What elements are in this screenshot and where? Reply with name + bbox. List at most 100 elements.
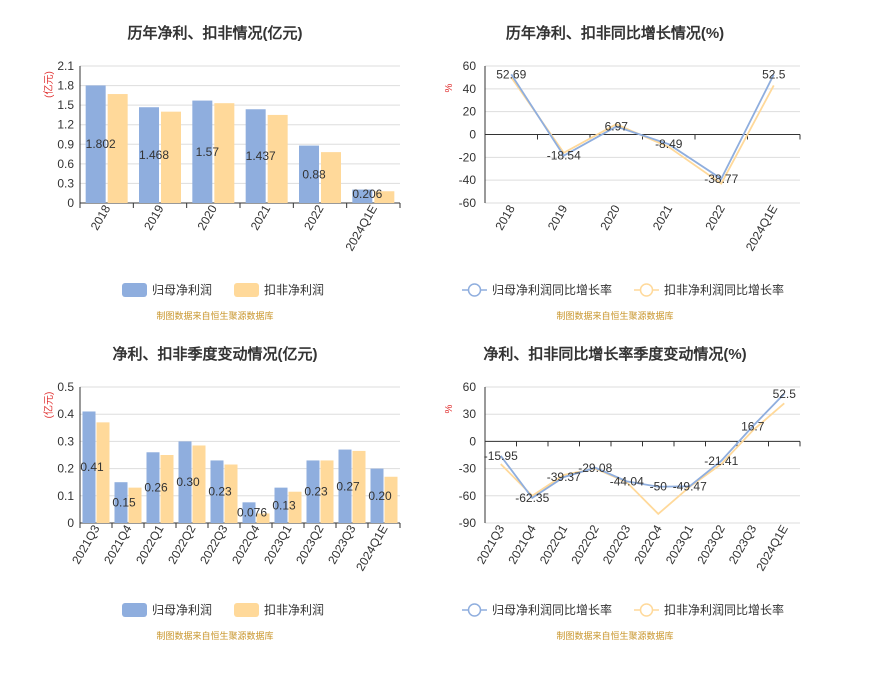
bar-deducted-net-profit: [160, 455, 174, 523]
chart-title: 净利、扣非季度变动情况(亿元): [113, 345, 318, 363]
bar-parent-net-profit: [82, 411, 96, 523]
x-tick-label: 2024Q1E: [353, 523, 390, 574]
x-tick-label: 2023Q3: [325, 522, 359, 566]
x-tick-label: 2024Q1E: [743, 203, 780, 254]
x-tick-label: 2018: [492, 202, 518, 232]
bar-deducted-net-profit: [352, 450, 366, 523]
x-tick-label: 2024Q1E: [753, 523, 790, 574]
chart-title: 历年净利、扣非同比增长情况(%): [506, 24, 724, 42]
data-label: -39.37: [547, 470, 581, 484]
data-label: 0.20: [368, 489, 392, 503]
bar-deducted-net-profit: [224, 464, 238, 523]
x-tick-label: 2020: [194, 202, 220, 232]
y-tick-label: 2.1: [57, 59, 74, 73]
chart-title: 历年净利、扣非情况(亿元): [128, 24, 303, 42]
x-tick-label: 2019: [141, 202, 167, 232]
x-tick-label: 2022Q3: [600, 522, 634, 566]
y-tick-label: 40: [463, 82, 477, 96]
y-tick-label: -90: [459, 516, 477, 530]
x-tick-label: 2022Q3: [197, 522, 231, 566]
legend[interactable]: 归母净利润 扣非净利润: [122, 603, 324, 617]
bar-parent-net-profit: [370, 468, 384, 523]
chart-panel-2: 历年净利、扣非同比增长情况(%) -60 -40 -20 0 20 40 60% 2018 201…: [444, 24, 801, 321]
y-tick-label: 0.9: [57, 137, 74, 151]
x-tick-label: 2021: [650, 202, 676, 232]
data-label: -44.04: [610, 474, 644, 488]
data-label: 1.437: [246, 149, 276, 163]
legend-swatch: [122, 283, 147, 297]
y-tick-label: -60: [459, 196, 477, 210]
data-label: -18.54: [547, 149, 581, 163]
data-label: -15.95: [484, 449, 518, 463]
source-note: 制图数据来自恒生聚源数据库: [156, 630, 273, 641]
series-line-2: [500, 402, 785, 516]
data-label: 52.5: [762, 68, 786, 82]
x-tick-label: 2024Q1E: [342, 203, 379, 254]
bar-parent-net-profit: [146, 452, 160, 523]
legend[interactable]: 归母净利润同比增长率 扣非净利润同比增长率: [462, 282, 784, 297]
data-label: 6.97: [605, 120, 629, 134]
legend[interactable]: 归母净利润 扣非净利润: [122, 283, 324, 297]
bar-parent-net-profit: [352, 189, 373, 203]
data-label: 0.13: [272, 498, 296, 512]
y-tick-label: -20: [459, 150, 477, 164]
bar-deducted-net-profit: [107, 94, 128, 203]
bar-parent-net-profit: [85, 85, 106, 203]
data-label: -29.08: [578, 461, 612, 475]
y-tick-label: -40: [459, 173, 477, 187]
legend-swatch: [234, 283, 259, 297]
y-tick-label: 0: [469, 128, 476, 142]
x-tick-label: 2023Q1: [261, 522, 295, 566]
data-label: 1.802: [86, 137, 116, 151]
bar-parent-net-profit: [274, 487, 288, 523]
data-label: 0.30: [176, 475, 200, 489]
x-tick-label: 2019: [545, 202, 571, 232]
data-label: 0.88: [302, 167, 326, 181]
bar-deducted-net-profit: [384, 476, 398, 523]
data-label: 0.206: [352, 187, 382, 201]
legend-swatch: [234, 603, 259, 617]
x-tick-label: 2022Q4: [631, 522, 665, 566]
data-label: 0.15: [112, 496, 136, 510]
chart-panel-3: 净利、扣非季度变动情况(亿元) 0 0.1 0.2 0.3 0.4 0.5(亿元) 2021Q…: [42, 345, 401, 641]
data-label: -49.47: [673, 479, 707, 493]
legend-marker: [639, 283, 654, 297]
bar-parent-net-profit: [242, 502, 256, 523]
bar-parent-net-profit: [245, 109, 266, 203]
bar-parent-net-profit: [178, 441, 192, 523]
bar-parent-net-profit: [210, 460, 224, 523]
y-tick-label: 60: [463, 59, 477, 73]
data-label: 1.57: [196, 145, 220, 159]
legend[interactable]: 归母净利润同比增长率 扣非净利润同比增长率: [462, 602, 784, 617]
legend-swatch: [122, 603, 147, 617]
chart-panel-1: 历年净利、扣非情况(亿元) 0 0.3 0.6 0.9 1.2 1.5 1.8 2.1(亿元) 2…: [42, 24, 401, 321]
source-note: 制图数据来自恒生聚源数据库: [156, 310, 273, 321]
bar-deducted-net-profit: [192, 445, 206, 523]
series-line-2: [510, 76, 775, 185]
legend-item-label: 扣非净利润: [264, 603, 324, 617]
series-line-1: [510, 73, 775, 181]
x-tick-label: 2021Q4: [101, 522, 135, 566]
y-tick-label: 0: [469, 434, 476, 448]
y-tick-label: 0: [67, 196, 74, 210]
data-label: 0.076: [237, 506, 267, 520]
legend-item-label: 扣非净利润: [264, 283, 324, 297]
y-tick-label: 0.5: [57, 380, 74, 394]
data-label: -8.49: [655, 137, 683, 151]
data-label: -62.35: [515, 491, 549, 505]
x-tick-label: 2022Q2: [165, 522, 199, 566]
data-label: 1.468: [139, 148, 169, 162]
x-tick-label: 2021Q3: [474, 522, 508, 566]
legend-item-label: 归母净利润同比增长率: [492, 282, 612, 297]
bar-deducted-net-profit: [374, 191, 395, 203]
x-tick-label: 2023Q2: [293, 522, 327, 566]
data-label: -21.41: [704, 454, 738, 468]
y-tick-label: 0.1: [57, 489, 74, 503]
legend-item-label: 归母净利润同比增长率: [492, 602, 612, 617]
y-tick-label: 60: [463, 380, 477, 394]
y-tick-label: 1.8: [57, 79, 74, 93]
series-line-1: [500, 393, 785, 500]
x-tick-label: 2022Q1: [537, 522, 571, 566]
bar-parent-net-profit: [306, 460, 320, 523]
